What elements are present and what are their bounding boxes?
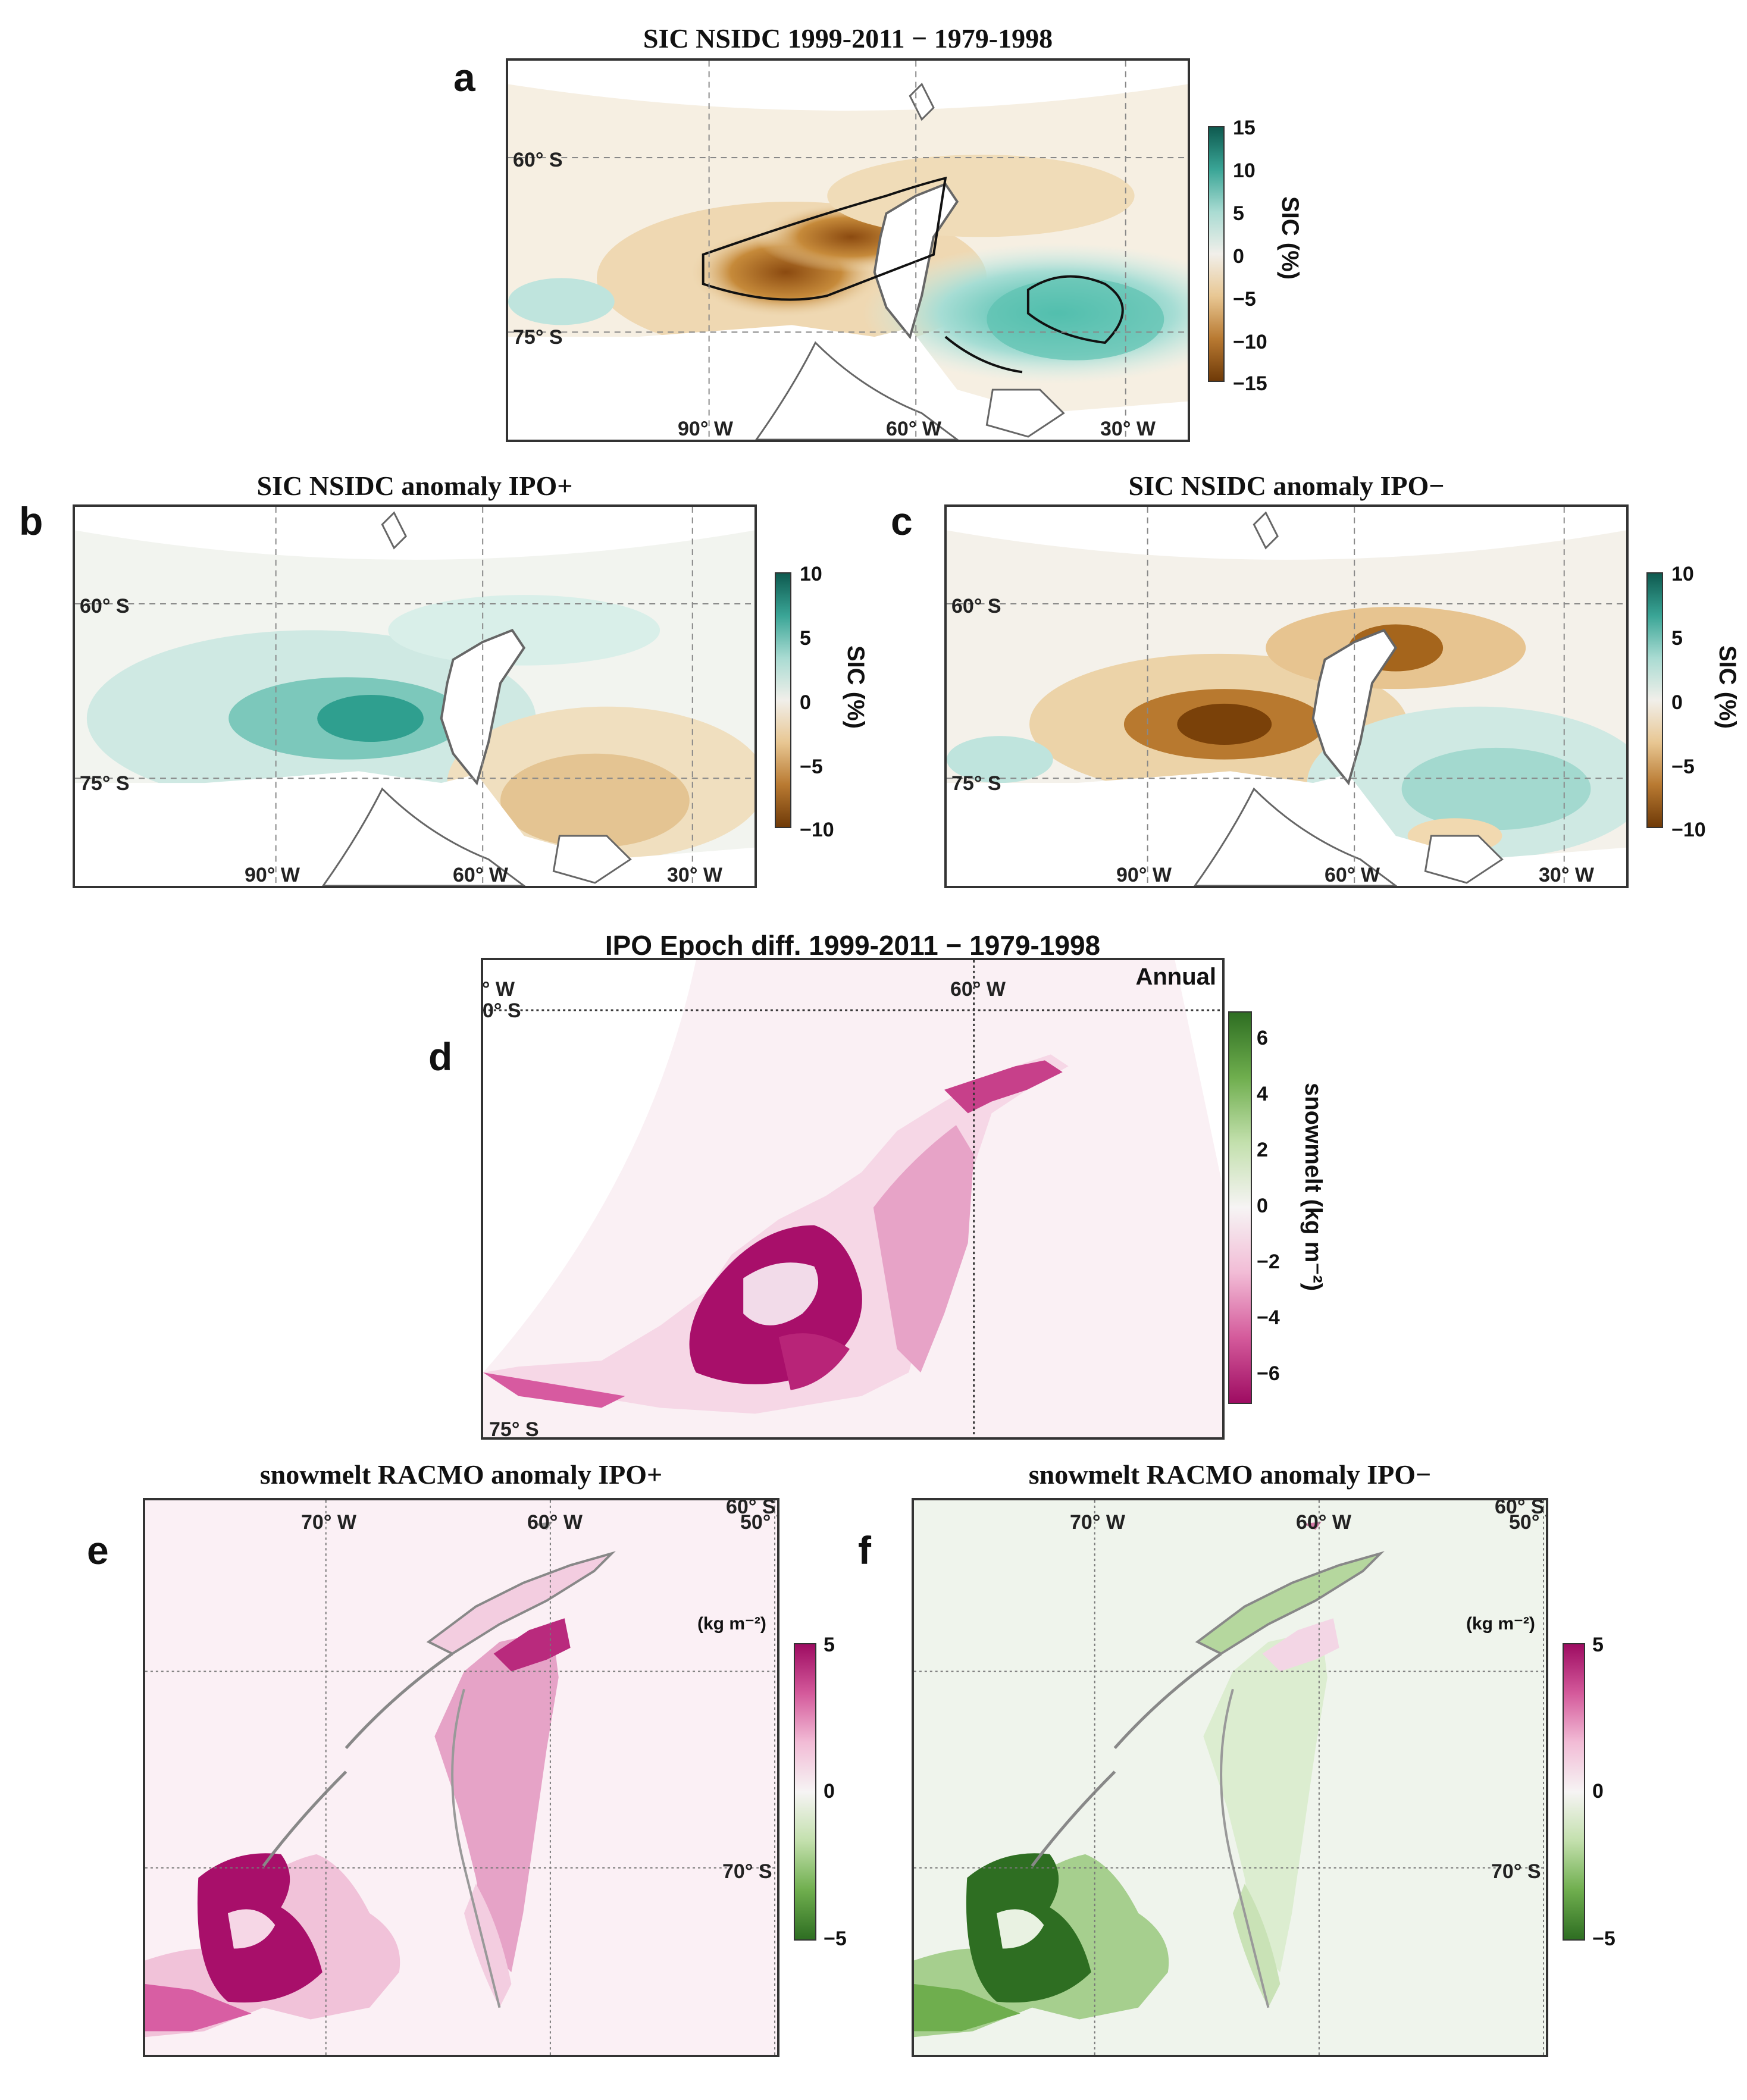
panel-c-cbar-tick: 5 <box>1671 627 1683 650</box>
panel-c-lon-60: 60° W <box>1325 864 1380 886</box>
panel-a-cbar-tick: 0 <box>1233 245 1244 268</box>
panel-b-lon-90: 90° W <box>245 864 300 886</box>
panel-d-cbar-tick: −4 <box>1257 1306 1280 1329</box>
panel-c-lat-60: 60° S <box>951 595 1001 618</box>
panel-f-cbar-tick: 5 <box>1592 1634 1604 1656</box>
panel-c-cbar-tick: 0 <box>1671 691 1683 714</box>
panel-f-title: snowmelt RACMO anomaly IPO− <box>1028 1459 1432 1490</box>
panel-e-letter: e <box>87 1528 109 1572</box>
panel-a-lon-90: 90° W <box>678 418 733 440</box>
panel-e-lon-70: 70° W <box>301 1511 356 1534</box>
panel-b-letter: b <box>19 499 43 543</box>
panel-d-cbar-tick: 2 <box>1257 1139 1268 1161</box>
panel-d-lon-60: 60° W <box>950 978 1006 1001</box>
panel-a-lon-60: 60° W <box>886 418 941 440</box>
panel-f-lat-60: 60° S <box>1495 1498 1545 1518</box>
panel-a-title: SIC NSIDC 1999-2011 − 1979-1998 <box>643 23 1053 54</box>
panel-d-season-label: Annual <box>1135 964 1216 990</box>
panel-c-lat-75: 75° S <box>951 772 1001 795</box>
panel-e-cbar-unit: (kg m⁻²) <box>697 1614 766 1634</box>
panel-d-lat-75: 75° S <box>489 1418 539 1440</box>
panel-d-cbar-label: snowmelt (kg m⁻²) <box>1300 1083 1326 1292</box>
panel-a-cbar-tick: −15 <box>1233 372 1267 395</box>
panel-e-cbar-tick: −5 <box>824 1927 847 1950</box>
panel-d-letter: d <box>428 1035 453 1079</box>
panel-b-cbar-tick: 10 <box>800 563 822 585</box>
panel-c-title: SIC NSIDC anomaly IPO− <box>1128 471 1445 501</box>
panel-f-cbar-tick: 0 <box>1592 1780 1604 1803</box>
panel-f-cbar-tick: −5 <box>1592 1927 1615 1950</box>
panel-e-lon-50: 50° W <box>740 1511 777 1534</box>
panel-a-cbar-tick: 15 <box>1233 117 1256 139</box>
panel-e-map: 70° W 60° W 50° W 60° S 70° S <box>143 1498 779 2057</box>
panel-e-lon-60: 60° W <box>527 1511 583 1534</box>
panel-b-cbar-label: SIC (%) <box>843 645 869 729</box>
panel-c-lon-30: 30° W <box>1539 864 1594 886</box>
panel-d-colorbar <box>1228 1011 1252 1404</box>
panel-c-letter: c <box>891 499 913 543</box>
panel-a-cbar-tick: 10 <box>1233 159 1256 182</box>
panel-e-colorbar <box>794 1643 816 1941</box>
panel-f-lon-50: 50° W <box>1509 1511 1546 1534</box>
panel-d-lon-90: 90° W <box>481 978 515 1001</box>
panel-a-cbar-tick: −10 <box>1233 331 1267 353</box>
panel-c-colorbar <box>1646 572 1663 828</box>
panel-a-lat-75: 75° S <box>513 326 563 349</box>
panel-d-cbar-tick: 0 <box>1257 1195 1268 1217</box>
panel-b-map: 60° S 75° S 90° W 60° W 30° W <box>73 504 757 888</box>
panel-a-cbar-tick: 5 <box>1233 202 1244 225</box>
panel-e-lat-70: 70° S <box>722 1860 772 1883</box>
panel-f-map: 70° W 60° W 50° W 60° S 70° S <box>912 1498 1548 2057</box>
panel-a-lat-60: 60° S <box>513 149 563 171</box>
panel-a-letter: a <box>453 55 475 99</box>
panel-d-map: 90° W 60° W 60° S 75° S Annual <box>481 958 1225 1440</box>
panel-f-letter: f <box>858 1528 871 1572</box>
panel-a-lon-30: 30° W <box>1100 418 1156 440</box>
panel-b-lon-30: 30° W <box>667 864 722 886</box>
panel-c-lon-90: 90° W <box>1116 864 1172 886</box>
panel-c-cbar-tick: 10 <box>1671 563 1694 585</box>
panel-e-title: snowmelt RACMO anomaly IPO+ <box>259 1459 663 1490</box>
panel-f-colorbar <box>1563 1643 1585 1941</box>
panel-f-lon-70: 70° W <box>1070 1511 1125 1534</box>
panel-f-cbar-unit: (kg m⁻²) <box>1466 1614 1535 1634</box>
panel-c-cbar-label: SIC (%) <box>1714 645 1740 729</box>
panel-c-map: 60° S 75° S 90° W 60° W 30° W <box>944 504 1629 888</box>
panel-f-lat-70: 70° S <box>1491 1860 1541 1883</box>
panel-d-cbar-tick: −2 <box>1257 1250 1280 1273</box>
panel-d-cbar-tick: −6 <box>1257 1362 1280 1385</box>
panel-d-lat-60: 60° S <box>482 999 521 1022</box>
panel-b-cbar-tick: 0 <box>800 691 811 714</box>
panel-f-lon-60: 60° W <box>1296 1511 1351 1534</box>
panel-a-colorbar <box>1208 126 1225 382</box>
panel-e-cbar-tick: 5 <box>824 1634 835 1656</box>
panel-d-cbar-tick: 4 <box>1257 1083 1268 1105</box>
panel-b-lat-75: 75° S <box>80 772 130 795</box>
panel-b-lat-60: 60° S <box>80 595 130 618</box>
panel-b-cbar-tick: −10 <box>800 819 834 841</box>
panel-b-cbar-tick: −5 <box>800 756 823 778</box>
panel-a-cbar-tick: −5 <box>1233 288 1256 311</box>
panel-b-cbar-tick: 5 <box>800 627 811 650</box>
panel-e-lat-60: 60° S <box>726 1498 776 1518</box>
panel-a-cbar-label: SIC (%) <box>1277 196 1303 280</box>
panel-d-cbar-tick: 6 <box>1257 1027 1268 1049</box>
panel-e-cbar-tick: 0 <box>824 1780 835 1803</box>
panel-d-title: IPO Epoch diff. 1999-2011 − 1979-1998 <box>605 930 1101 961</box>
panel-c-cbar-tick: −5 <box>1671 756 1695 778</box>
panel-c-cbar-tick: −10 <box>1671 819 1706 841</box>
panel-a-map: 60° S 75° S 90° W 60° W 30° W <box>506 58 1190 442</box>
panel-b-colorbar <box>775 572 791 828</box>
panel-b-title: SIC NSIDC anomaly IPO+ <box>256 471 573 501</box>
panel-b-lon-60: 60° W <box>453 864 508 886</box>
